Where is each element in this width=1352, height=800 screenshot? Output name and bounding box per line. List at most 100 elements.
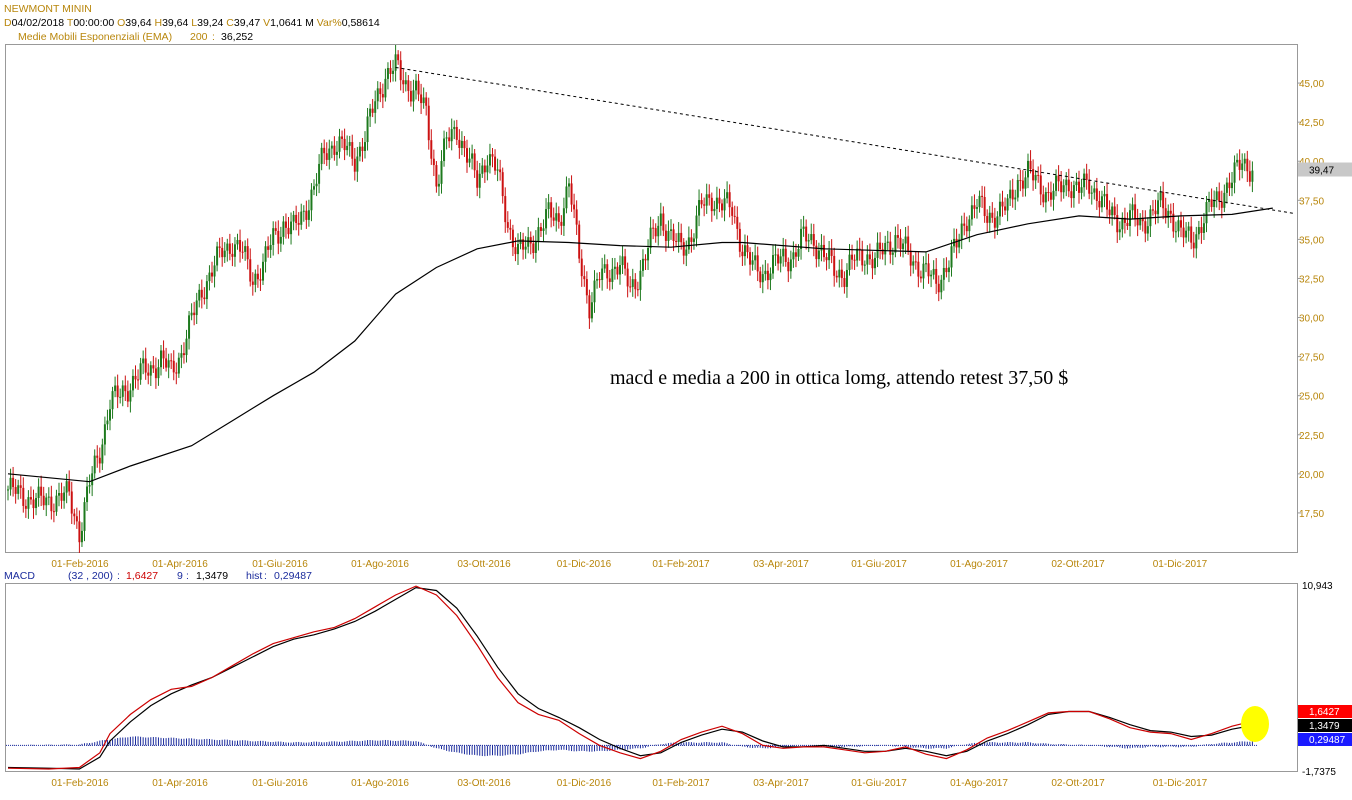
candle-body-353 — [907, 236, 910, 251]
candle-body-443 — [1136, 218, 1139, 226]
candle-body-93 — [244, 246, 247, 252]
candle-body-4 — [17, 485, 20, 494]
macd-x-label-6: 01-Feb-2017 — [652, 778, 710, 789]
candle-body-318 — [817, 250, 820, 260]
candle-body-29 — [80, 530, 83, 543]
candle-body-313 — [805, 226, 808, 242]
candle-body-359 — [922, 263, 925, 279]
candle-body-284 — [731, 207, 734, 216]
candle-body-124 — [323, 147, 326, 154]
candle-body-312 — [802, 226, 805, 229]
candle-body-468 — [1200, 227, 1203, 233]
candle-body-180 — [466, 148, 468, 163]
candle-body-222 — [573, 204, 576, 210]
candle-body-81 — [213, 265, 216, 277]
candle-body-38 — [103, 424, 106, 445]
candle-body-273 — [703, 204, 706, 206]
candle-body-148 — [384, 78, 387, 98]
candle-body-478 — [1225, 182, 1228, 193]
candle-body-204 — [527, 237, 530, 247]
candle-body-114 — [297, 222, 300, 225]
candle-body-144 — [374, 101, 377, 113]
candle-body-74 — [195, 300, 198, 316]
candle-body-437 — [1121, 217, 1124, 230]
candle-body-260 — [670, 229, 672, 231]
candle-body-482 — [1236, 159, 1239, 163]
candle-body-7 — [24, 505, 27, 509]
candle-body-70 — [185, 338, 188, 356]
candle-body-351 — [902, 243, 905, 250]
macd-x-label-5: 01-Dic-2016 — [557, 778, 612, 789]
candle-body-365 — [937, 283, 940, 293]
candle-body-446 — [1144, 221, 1147, 234]
ema-200-line — [7, 207, 1273, 483]
candle-body-449 — [1151, 209, 1154, 211]
candle-body-75 — [198, 289, 201, 301]
candle-body-344 — [884, 243, 887, 255]
candle-body-272 — [700, 200, 703, 205]
candle-body-11 — [35, 497, 38, 509]
candle-body-426 — [1093, 188, 1096, 193]
price-x-label-8: 01-Giu-2017 — [851, 559, 907, 570]
quote-value-5: 39,47 — [234, 17, 260, 29]
candle-body-438 — [1123, 217, 1126, 223]
candle-body-117 — [305, 210, 308, 220]
candle-body-12 — [37, 486, 40, 498]
candle-body-170 — [440, 161, 443, 184]
candle-body-67 — [177, 357, 180, 374]
candle-body-126 — [328, 148, 331, 160]
candle-body-263 — [677, 232, 680, 242]
candle-body-251 — [647, 247, 650, 261]
candle-body-342 — [879, 242, 882, 250]
signal-period: 9 — [177, 570, 183, 582]
candle-body-252 — [649, 227, 652, 248]
candle-body-234 — [603, 264, 606, 269]
candle-body-253 — [652, 227, 655, 229]
candle-body-372 — [955, 238, 958, 248]
candle-body-317 — [815, 245, 818, 260]
price-tick-label-4: 27,50 — [1299, 353, 1324, 364]
macd-title: MACD — [4, 570, 35, 582]
candle-body-230 — [593, 280, 596, 303]
candle-body-322 — [828, 250, 831, 261]
price-x-label-11: 01-Dic-2017 — [1153, 559, 1208, 570]
candle-body-464 — [1190, 226, 1193, 243]
macd-panel — [5, 583, 1298, 772]
candle-body-49 — [131, 375, 134, 391]
candle-body-356 — [914, 261, 917, 263]
candle-body-374 — [960, 223, 963, 240]
price-x-label-5: 01-Dic-2016 — [557, 559, 612, 570]
candle-body-408 — [1047, 192, 1050, 194]
candle-body-384 — [986, 216, 989, 223]
candle-body-166 — [430, 140, 433, 159]
candle-body-33 — [91, 473, 94, 486]
candle-body-184 — [476, 170, 479, 188]
candle-body-440 — [1129, 210, 1131, 226]
candle-body-131 — [341, 136, 344, 139]
candle-body-236 — [608, 278, 611, 282]
candle-body-389 — [998, 201, 1001, 217]
candle-body-160 — [415, 80, 417, 91]
candle-body-248 — [639, 270, 642, 290]
candle-body-330 — [848, 254, 851, 270]
candle-body-382 — [981, 195, 984, 198]
candle-body-315 — [810, 234, 813, 241]
candle-body-214 — [552, 217, 555, 221]
candle-body-270 — [695, 215, 698, 239]
candle-body-86 — [226, 243, 229, 251]
candle-body-136 — [353, 158, 356, 172]
candle-body-281 — [723, 198, 726, 211]
price-tick-label-7: 35,00 — [1299, 235, 1324, 246]
quote-key-1: T — [64, 17, 74, 29]
candle-body-266 — [685, 249, 688, 256]
candle-body-343 — [881, 249, 884, 255]
candle-body-79 — [208, 272, 211, 282]
candle-body-185 — [478, 173, 481, 188]
hist-badge-label: 0,29487 — [1309, 735, 1346, 746]
candle-body-3 — [14, 487, 17, 494]
candle-body-367 — [942, 267, 945, 280]
candle-body-132 — [343, 138, 346, 151]
candle-body-240 — [619, 265, 621, 275]
candle-body-411 — [1055, 175, 1058, 191]
candle-body-397 — [1019, 180, 1022, 182]
